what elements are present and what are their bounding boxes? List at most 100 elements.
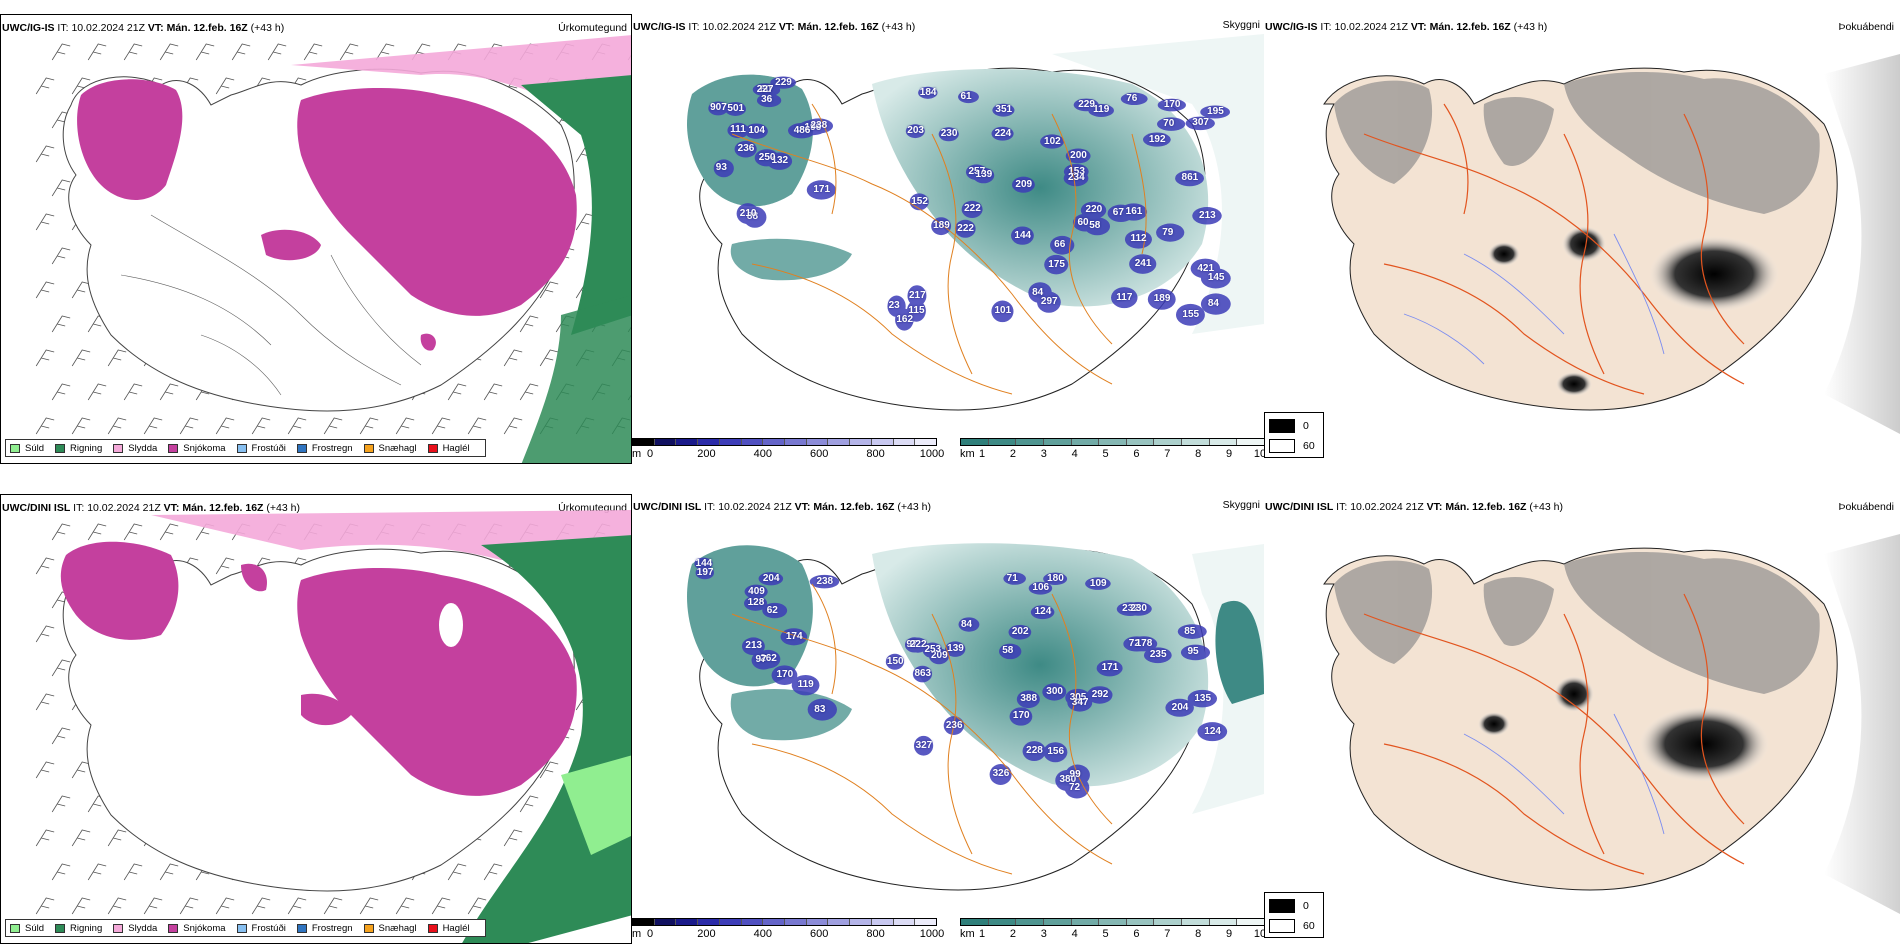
visibility-height-label: 907 [710, 102, 727, 114]
terrain-blob [908, 637, 928, 653]
precip-type-map [35, 35, 631, 463]
valid-time: Mán. 12.feb. 16Z [182, 502, 264, 514]
panel-title: Þokuábendi [1838, 501, 1894, 513]
terrain-blob [1008, 624, 1032, 640]
panel-title: Úrkomutegund [558, 22, 627, 34]
legend-item: Súld [10, 923, 44, 934]
wind-barb [267, 43, 287, 61]
colorbar-tick-label: 9 [1226, 928, 1233, 940]
terrain-blob [1143, 647, 1172, 664]
wind-barb [503, 417, 523, 435]
visibility-height-label: 162 [896, 313, 914, 325]
visibility-height-label: 72 [1128, 637, 1140, 649]
height-colorbar-2: m 0 200 400 600 800 1000 [632, 916, 944, 946]
wind-barb [35, 77, 55, 95]
terrain-blob [1175, 303, 1205, 326]
terrain-blob [1016, 690, 1040, 709]
wind-barb [519, 795, 539, 813]
colorbar-tick-label: 600 [810, 928, 829, 940]
visibility-height-label: 262 [760, 653, 777, 665]
visibility-height-label: 307 [1192, 117, 1209, 129]
visibility-height-label: 161 [1125, 206, 1143, 218]
visibility-height-label: 60 [1077, 216, 1089, 228]
visibility-height-label: 380 [1059, 774, 1077, 786]
visibility-height-label: 230 [940, 128, 958, 140]
legend-swatch [363, 443, 374, 453]
terrain-blob [1065, 148, 1091, 164]
colorbar-tick-label: 4 [1071, 928, 1078, 940]
precip-panel-1: UWC/IG-IS IT: 10.02.2024 21Z VT: Mán. 12… [0, 14, 632, 464]
visibility-height-label: 196 [804, 121, 822, 133]
visibility-height-label: 61 [960, 90, 972, 102]
visibility-height-label: 144 [1014, 229, 1032, 241]
visibility-height-label: 204 [1171, 701, 1189, 713]
panel-title: Skyggni [1222, 499, 1260, 511]
colorbar-segment [828, 919, 851, 925]
visibility-height-label: 202 [1011, 626, 1029, 638]
visibility-height-label: 128 [747, 597, 765, 609]
wind-barb [51, 727, 71, 745]
visibility-height-label: 97 [906, 638, 918, 650]
colorbar-tick-label: 5 [1102, 448, 1109, 460]
visibility-height-label: 253 [924, 644, 942, 656]
legend-item: Rigning [55, 923, 102, 934]
wind-barb [287, 897, 307, 915]
wind-barb [51, 179, 71, 197]
visibility-colorbar-2: km 1 2 3 4 5 6 7 8 9 10 [960, 916, 1266, 946]
visibility-height-label: 85 [1184, 625, 1196, 637]
wind-barb [215, 417, 235, 435]
wind-barb [107, 349, 127, 367]
visibility-height-label: 230 [1130, 602, 1147, 614]
wind-barb [575, 213, 595, 231]
wind-barb [107, 417, 127, 435]
wind-barb [431, 417, 451, 435]
legend-item: Slydda [113, 443, 157, 454]
visibility-height-label: 305 [1069, 691, 1087, 703]
terrain-blob [1084, 217, 1111, 236]
visibility-height-label: 60 [760, 84, 772, 96]
visibility-height-label: 209 [1015, 178, 1033, 190]
wind-barb [179, 897, 199, 915]
terrain-blob [1040, 134, 1064, 149]
fog-panel-2: UWC/DINI ISL IT: 10.02.2024 21Z VT: Mán.… [1264, 494, 1900, 944]
terrain-blob [1012, 176, 1035, 193]
legend-item: Frostregn [296, 443, 353, 454]
visibility-height-label: 292 [1091, 688, 1109, 700]
wind-barb [159, 863, 179, 881]
colorbar-tick-label: 0 [646, 928, 654, 940]
wind-barb [123, 863, 143, 881]
terrain-blob [1063, 170, 1089, 187]
terrain-blob [744, 123, 768, 139]
visibility-height-label: 102 [1044, 135, 1061, 147]
colorbar-segment [741, 439, 764, 445]
terrain-blob [944, 641, 966, 657]
visibility-height-label: 501 [727, 102, 745, 114]
colorbar-segment [915, 439, 937, 445]
colorbar-segment [1016, 919, 1044, 925]
visibility-height-label: 117 [1116, 291, 1133, 303]
legend-swatch [427, 443, 438, 453]
terrain-blob [1044, 254, 1069, 275]
visibility-height-label: 229 [1078, 98, 1095, 110]
wind-barb [35, 349, 55, 367]
colorbar-segment [1099, 919, 1127, 925]
visibility-height-label: 70 [1163, 118, 1175, 130]
legend-label: Haglél [442, 922, 470, 934]
wind-barb [179, 417, 199, 435]
visibility-height-label: 106 [1032, 582, 1050, 594]
colorbar-segment [1043, 439, 1072, 445]
terrain-blob [922, 642, 943, 658]
wind-barb [35, 417, 55, 435]
visibility-height-label: 171 [1101, 662, 1119, 674]
wind-barb [35, 281, 55, 299]
wind-barb [159, 523, 179, 541]
visibility-height-label: 71 [1006, 572, 1018, 584]
colorbar-tick-label: 1000 [919, 928, 945, 940]
legend-label: Snæhagl [378, 442, 417, 454]
terrain-blob [1003, 572, 1026, 585]
visibility-height-label: 222 [909, 639, 927, 651]
wind-barb [287, 417, 307, 435]
terrain-blob [744, 595, 768, 611]
visibility-height-label: 224 [994, 127, 1012, 139]
wind-barb [339, 43, 359, 61]
